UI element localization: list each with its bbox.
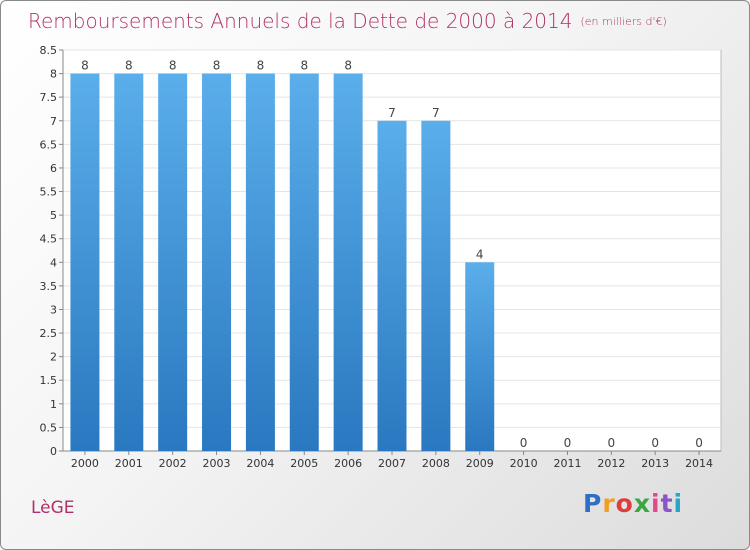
data-label: 8 bbox=[257, 59, 265, 73]
data-label: 0 bbox=[651, 436, 659, 450]
y-tick-label: 8 bbox=[50, 68, 57, 81]
y-tick-label: 2 bbox=[50, 351, 57, 364]
data-label: 8 bbox=[213, 59, 221, 73]
commune-name: LèGE bbox=[31, 498, 75, 518]
title-text: Remboursements Annuels de la Dette de 20… bbox=[28, 9, 573, 33]
y-tick-label: 7 bbox=[50, 115, 57, 128]
data-label: 0 bbox=[564, 436, 572, 450]
x-tick-label: 2008 bbox=[422, 457, 450, 470]
x-tick-label: 2000 bbox=[71, 457, 99, 470]
x-tick-label: 2001 bbox=[115, 457, 143, 470]
bar bbox=[465, 262, 495, 451]
y-tick-label: 3 bbox=[50, 303, 57, 316]
y-tick-label: 0 bbox=[50, 445, 57, 458]
x-tick-label: 2004 bbox=[246, 457, 274, 470]
y-tick-label: 2.5 bbox=[40, 327, 58, 340]
bar bbox=[114, 73, 144, 452]
bar bbox=[421, 120, 451, 451]
data-label: 0 bbox=[695, 436, 703, 450]
y-tick-label: 5 bbox=[50, 209, 57, 222]
data-label: 4 bbox=[476, 247, 484, 261]
x-tick-label: 2003 bbox=[203, 457, 231, 470]
bar bbox=[333, 73, 363, 452]
data-label: 0 bbox=[520, 436, 528, 450]
y-tick-label: 1 bbox=[50, 398, 57, 411]
x-tick-label: 2011 bbox=[553, 457, 581, 470]
y-tick-label: 6 bbox=[50, 162, 57, 175]
x-tick-label: 2013 bbox=[641, 457, 669, 470]
y-tick-label: 5.5 bbox=[40, 186, 58, 199]
x-tick-label: 2014 bbox=[685, 457, 713, 470]
bar bbox=[70, 73, 100, 452]
x-tick-label: 2005 bbox=[290, 457, 318, 470]
y-tick-label: 4.5 bbox=[40, 233, 58, 246]
x-tick-label: 2006 bbox=[334, 457, 362, 470]
data-label: 0 bbox=[608, 436, 616, 450]
y-tick-label: 7.5 bbox=[40, 91, 58, 104]
y-tick-label: 3.5 bbox=[40, 280, 58, 293]
bar bbox=[158, 73, 188, 452]
proxiti-logo: Proxiti bbox=[583, 489, 684, 518]
bar bbox=[289, 73, 319, 452]
x-tick-label: 2012 bbox=[597, 457, 625, 470]
y-tick-label: 6.5 bbox=[40, 138, 58, 151]
unit-note: (en milliers d'€) bbox=[580, 15, 667, 28]
data-label: 8 bbox=[81, 59, 89, 73]
x-tick-label: 2007 bbox=[378, 457, 406, 470]
data-label: 8 bbox=[300, 59, 308, 73]
data-label: 7 bbox=[432, 106, 440, 120]
data-label: 8 bbox=[344, 59, 352, 73]
x-tick-label: 2002 bbox=[159, 457, 187, 470]
y-tick-label: 0.5 bbox=[40, 421, 58, 434]
x-tick-label: 2010 bbox=[510, 457, 538, 470]
data-label: 7 bbox=[388, 106, 396, 120]
bar bbox=[202, 73, 232, 452]
data-label: 8 bbox=[169, 59, 177, 73]
chart-title: Remboursements Annuels de la Dette de 20… bbox=[28, 9, 667, 33]
y-tick-label: 1.5 bbox=[40, 374, 58, 387]
bar bbox=[377, 120, 407, 451]
y-tick-label: 8.5 bbox=[40, 44, 58, 57]
x-tick-label: 2009 bbox=[466, 457, 494, 470]
data-label: 8 bbox=[125, 59, 133, 73]
y-tick-label: 4 bbox=[50, 256, 57, 269]
bar bbox=[245, 73, 275, 452]
